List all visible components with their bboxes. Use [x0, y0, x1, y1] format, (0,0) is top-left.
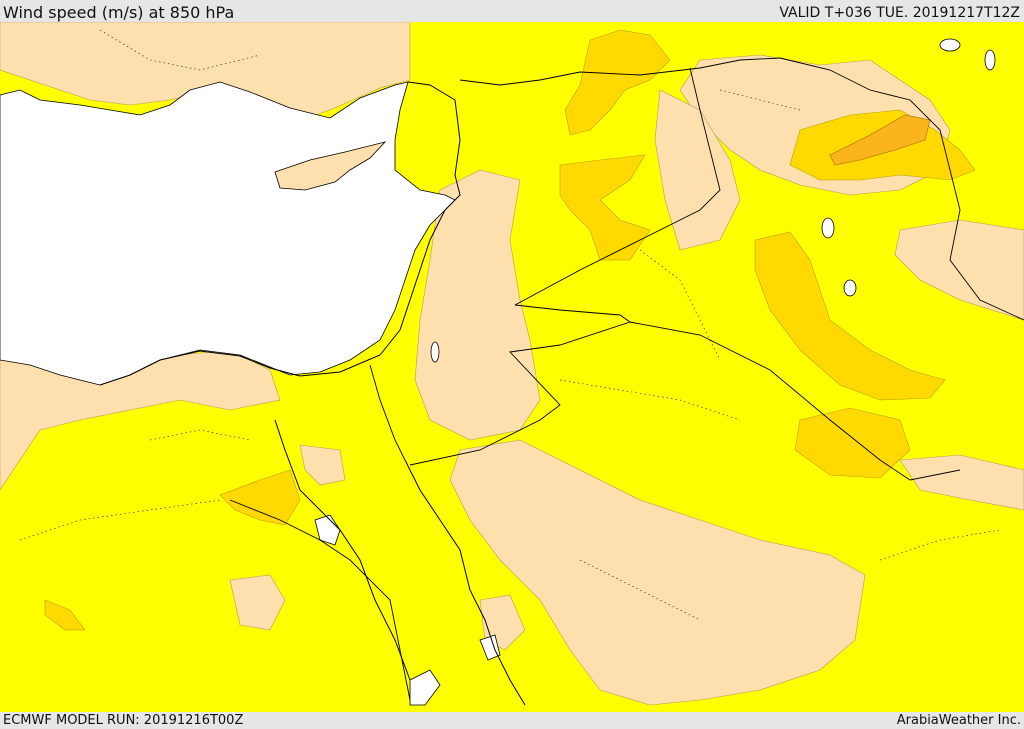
high-area-libya: [44, 599, 86, 631]
east-low-area: [654, 89, 741, 251]
sinai-low-area: [299, 444, 346, 486]
border-jordan-saudi: [409, 304, 631, 466]
syria-desert-low-area: [414, 169, 541, 441]
red-sea: [314, 514, 341, 546]
footer-bar: [0, 712, 1024, 729]
coast-suez-red-sea: [274, 419, 411, 681]
max-area-zagros: [829, 114, 931, 166]
red-sea-south: [409, 669, 441, 706]
tharthar-lake: [821, 217, 835, 239]
border-egypt-sudan: [229, 499, 411, 701]
high-area-iraq: [754, 231, 946, 401]
sea-areas: [0, 81, 501, 706]
iran-low-area: [894, 219, 1024, 321]
high-area-syria: [559, 154, 651, 261]
high-area-egypt: [219, 469, 301, 526]
border-syria-iraq: [514, 67, 721, 306]
coast-arabia-red-sea: [404, 459, 526, 706]
valid-time-label: VALID T+036 TUE. 20191217T12Z: [779, 5, 1020, 21]
high-area-turkey-east: [564, 29, 671, 136]
gulf-aqaba: [479, 634, 501, 661]
wind-band-low-areas: [0, 22, 1024, 706]
credit-label: ArabiaWeather Inc.: [896, 713, 1021, 728]
internal-boundaries: [19, 29, 1001, 621]
coast-egypt: [99, 350, 301, 386]
habbaniyah-lake: [843, 279, 857, 297]
cyprus-island: [274, 141, 387, 191]
arabia-low-area: [449, 439, 866, 706]
southeast-low-area: [899, 454, 1024, 511]
map-title: Wind speed (m/s) at 850 hPa: [3, 3, 235, 22]
country-borders: [229, 57, 1024, 701]
border-turkey-syria: [459, 57, 781, 86]
coast-levant: [299, 81, 461, 377]
header-bar: [0, 0, 1024, 22]
wind-band-max-areas: [829, 114, 931, 166]
model-run-label: ECMWF MODEL RUN: 20191216T00Z: [3, 713, 244, 728]
border-iraq-iran: [779, 57, 1024, 321]
lake-van: [939, 38, 961, 52]
dead-sea: [430, 341, 440, 363]
coastlines: [99, 81, 526, 706]
lakes: [430, 38, 996, 363]
red-sea-low-area: [229, 574, 286, 631]
border-iraq-saudi: [629, 321, 961, 481]
lake-urmia: [984, 49, 996, 71]
border-egypt-israel: [369, 364, 406, 461]
wind-speed-map[interactable]: [0, 22, 1024, 712]
